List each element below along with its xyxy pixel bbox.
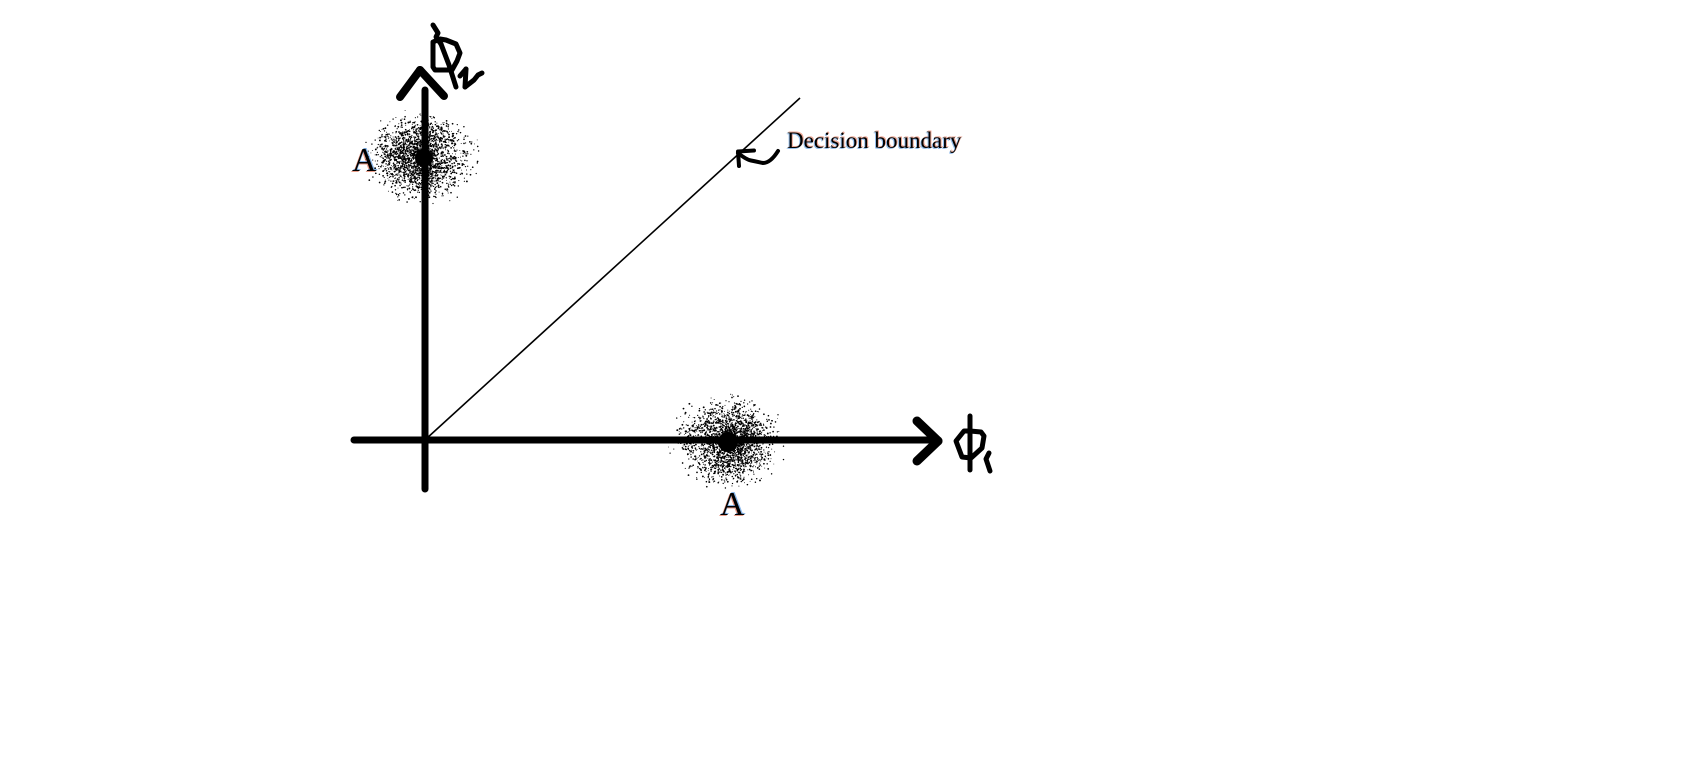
svg-text:A: A <box>352 142 377 179</box>
svg-text:Decision boundary: Decision boundary <box>787 128 962 153</box>
svg-text:A: A <box>720 486 745 523</box>
